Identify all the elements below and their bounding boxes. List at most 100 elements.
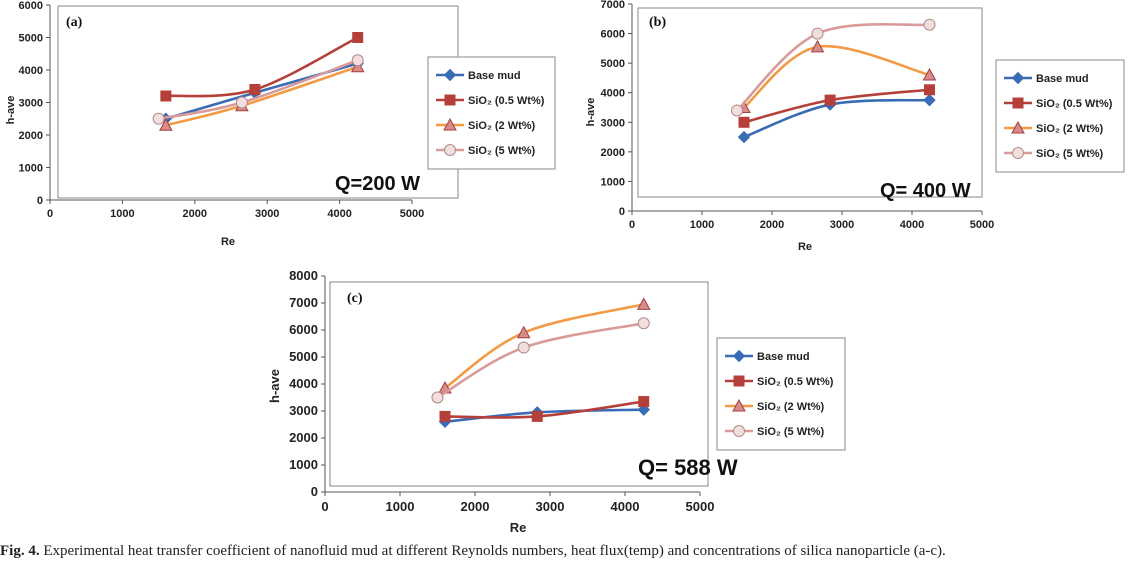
legend-entry-label: SiO₂ (2 Wt%) xyxy=(1036,123,1104,135)
data-point-marker xyxy=(636,297,651,310)
y-tick-label: 3000 xyxy=(19,98,43,110)
panel-label: (c) xyxy=(347,291,363,306)
y-tick-label: 1000 xyxy=(601,176,625,188)
x-tick-label: 0 xyxy=(47,208,53,220)
x-tick-label: 3000 xyxy=(536,499,565,514)
data-point-marker xyxy=(531,410,543,422)
x-tick-label: 2000 xyxy=(183,208,207,220)
y-tick-label: 5000 xyxy=(19,33,43,45)
figure-caption: Fig. 4. Experimental heat transfer coeff… xyxy=(0,543,1135,563)
y-axis-label: h-ave xyxy=(585,98,597,127)
panel-label: (b) xyxy=(649,15,666,30)
chart-3: 0 1000 2000 3000 4000 5000 6000 7000 8000 0 1000 20… xyxy=(267,268,846,535)
data-point-marker xyxy=(824,94,836,106)
legend-marker xyxy=(733,375,745,387)
y-tick-label: 2000 xyxy=(289,430,318,445)
legend-marker xyxy=(444,94,456,106)
chart-frame xyxy=(637,7,983,198)
heat-flux-annotation: Q=200 W xyxy=(335,173,420,195)
legend-marker xyxy=(1011,71,1025,85)
series-line xyxy=(443,303,646,390)
data-point-marker xyxy=(638,396,650,408)
x-tick-label: 5000 xyxy=(400,208,424,220)
data-point-marker xyxy=(516,325,531,339)
legend-entry-label: SiO₂ (5 Wt%) xyxy=(1036,148,1104,160)
data-point-marker xyxy=(235,96,248,109)
y-tick-label: 0 xyxy=(619,206,625,218)
series-line xyxy=(164,36,359,98)
legend-marker xyxy=(444,144,456,156)
chart-frame xyxy=(329,281,709,487)
y-tick-label: 0 xyxy=(37,195,43,207)
data-point-marker xyxy=(731,104,743,117)
x-axis-label: Re xyxy=(798,241,812,253)
legend-entry-label: Base mud xyxy=(468,70,521,82)
data-point-marker xyxy=(158,118,173,131)
legend-entry-label: SiO₂ (0.5 Wt%) xyxy=(757,376,834,388)
x-tick-label: 5000 xyxy=(686,499,715,514)
x-tick-label: 4000 xyxy=(327,208,351,220)
x-tick-label: 3000 xyxy=(255,208,279,220)
caption-label: Fig. 4. xyxy=(0,543,40,559)
y-tick-label: 1000 xyxy=(19,163,43,175)
y-axis-label: h-ave xyxy=(267,369,282,403)
data-point-marker xyxy=(923,93,936,107)
data-point-marker xyxy=(637,317,650,330)
x-tick-label: 4000 xyxy=(900,219,924,231)
legend-entry-label: SiO₂ (5 Wt%) xyxy=(468,145,536,157)
data-point-marker xyxy=(352,32,364,43)
y-tick-label: 3000 xyxy=(601,117,625,129)
legend-marker xyxy=(1012,97,1024,109)
x-tick-label: 2000 xyxy=(760,219,784,231)
x-tick-label: 1000 xyxy=(690,219,714,231)
data-point-marker xyxy=(152,112,165,125)
data-point-marker xyxy=(351,54,364,67)
x-tick-label: 4000 xyxy=(611,499,640,514)
x-tick-label: 2000 xyxy=(461,499,490,514)
y-tick-label: 8000 xyxy=(289,268,318,283)
y-tick-label: 6000 xyxy=(289,322,318,337)
legend-entry-label: Base mud xyxy=(757,351,810,363)
y-tick-label: 5000 xyxy=(289,349,318,364)
series-line xyxy=(742,88,931,124)
data-point-marker xyxy=(249,84,261,95)
data-point-marker xyxy=(922,67,937,81)
data-point-marker xyxy=(811,27,824,40)
y-tick-label: 7000 xyxy=(601,0,625,11)
y-tick-label: 2000 xyxy=(601,147,625,159)
panel-label: (a) xyxy=(66,15,83,30)
y-tick-label: 7000 xyxy=(289,295,318,310)
y-tick-label: 5000 xyxy=(601,58,625,70)
legend-entry-label: SiO₂ (0.5 Wt%) xyxy=(1036,98,1113,110)
chart-2: 0 1000 2000 3000 4000 5000 6000 7000 0 1000 2000 30… xyxy=(585,0,1125,253)
x-axis-label: Re xyxy=(510,520,527,535)
data-point-marker xyxy=(738,116,750,128)
y-axis-label: h-ave xyxy=(5,96,17,125)
data-point-marker xyxy=(923,18,936,31)
x-tick-label: 3000 xyxy=(830,219,854,231)
legend-marker xyxy=(733,425,745,437)
data-point-marker xyxy=(517,341,530,354)
data-point-marker xyxy=(737,130,751,144)
x-tick-label: 0 xyxy=(321,499,328,514)
legend-marker xyxy=(1011,120,1025,134)
chart-frame xyxy=(57,5,459,199)
y-tick-label: 4000 xyxy=(289,376,318,391)
y-tick-label: 1000 xyxy=(289,457,318,472)
heat-flux-annotation: Q= 588 W xyxy=(638,455,738,480)
data-point-marker xyxy=(810,39,825,53)
x-tick-label: 1000 xyxy=(110,208,134,220)
caption-text: Experimental heat transfer coefficient o… xyxy=(39,543,946,559)
y-tick-label: 4000 xyxy=(601,88,625,100)
data-point-marker xyxy=(160,90,172,102)
legend-entry-label: SiO₂ (2 Wt%) xyxy=(757,401,825,413)
series-line xyxy=(742,98,931,139)
data-point-marker xyxy=(431,391,444,404)
x-tick-label: 1000 xyxy=(386,499,415,514)
data-point-marker xyxy=(439,410,451,422)
legend-marker xyxy=(1012,147,1024,159)
legend-entry-label: SiO₂ (5 Wt%) xyxy=(757,426,825,438)
legend-marker xyxy=(443,117,457,131)
heat-flux-annotation: Q= 400 W xyxy=(880,180,971,202)
